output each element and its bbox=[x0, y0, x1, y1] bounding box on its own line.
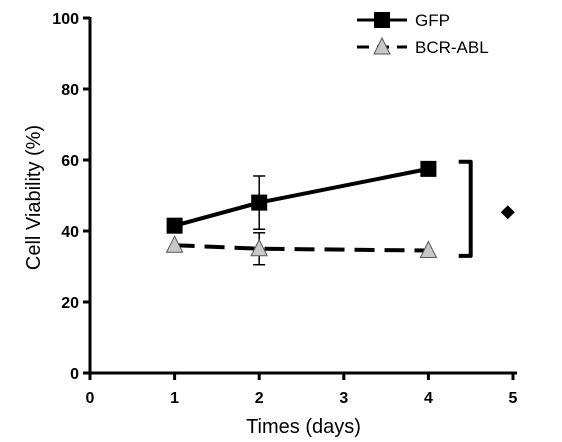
y-tick-label: 60 bbox=[61, 153, 79, 170]
x-axis-title: Times (days) bbox=[246, 416, 361, 438]
x-tick-label: 4 bbox=[424, 390, 433, 407]
significance-diamond-icon bbox=[500, 205, 515, 220]
series-gfp bbox=[166, 160, 437, 234]
annotation-layer bbox=[458, 159, 515, 258]
data-point bbox=[419, 240, 438, 259]
y-tick-label: 40 bbox=[61, 224, 79, 241]
ticks: 0 20 40 60 80 100 0 1 2 3 4 5 bbox=[52, 11, 517, 407]
x-tick-label: 1 bbox=[170, 390, 179, 407]
data-point bbox=[166, 217, 183, 234]
legend-label: GFP bbox=[415, 11, 450, 30]
legend-swatch-marker bbox=[374, 12, 390, 28]
y-tick-label: 0 bbox=[70, 366, 79, 383]
data-point bbox=[420, 160, 437, 177]
y-tick-label: 100 bbox=[52, 11, 79, 28]
legend: GFP BCR-ABL bbox=[357, 11, 489, 57]
x-tick-label: 5 bbox=[509, 390, 518, 407]
data-point bbox=[165, 235, 184, 253]
axes bbox=[88, 17, 517, 375]
series-bcr-abl bbox=[165, 232, 438, 266]
legend-label: BCR-ABL bbox=[415, 38, 489, 57]
x-tick-label: 0 bbox=[86, 390, 95, 407]
y-tick-label: 80 bbox=[61, 82, 79, 99]
x-tick-label: 3 bbox=[339, 390, 348, 407]
data-point bbox=[251, 194, 268, 211]
series-line bbox=[174, 166, 429, 228]
data-point bbox=[250, 238, 269, 257]
legend-entry-gfp: GFP bbox=[357, 11, 450, 30]
series-line bbox=[174, 243, 429, 253]
y-tick-label: 20 bbox=[61, 295, 79, 312]
significance-bracket bbox=[458, 159, 473, 258]
legend-swatch-marker bbox=[373, 36, 391, 55]
legend-entry-bcr-abl: BCR-ABL bbox=[357, 36, 489, 57]
x-tick-label: 2 bbox=[255, 390, 264, 407]
y-axis-title: Cell Viability (%) bbox=[23, 125, 45, 270]
series-layer bbox=[165, 160, 438, 266]
